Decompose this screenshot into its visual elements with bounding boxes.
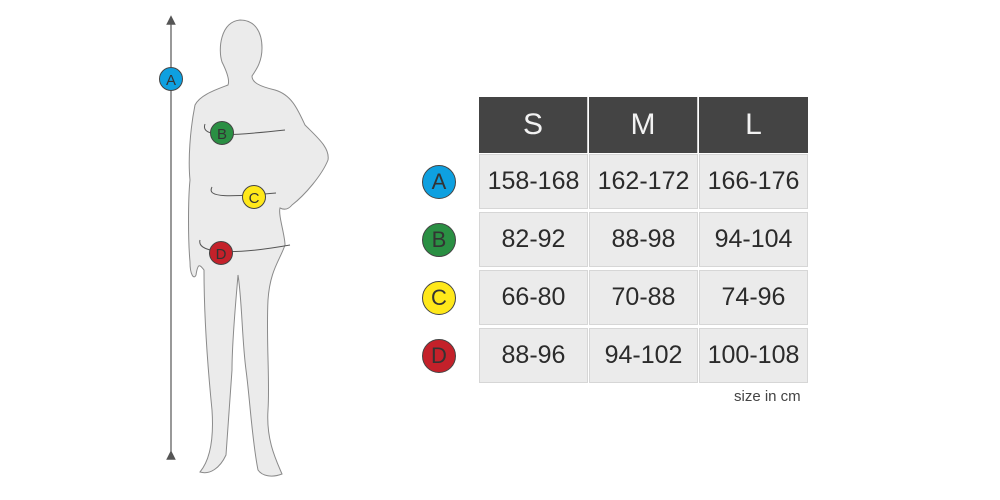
cell-a-l: 166-176 xyxy=(699,154,808,209)
cell-b-m: 88-98 xyxy=(589,212,698,267)
cell-b-s: 82-92 xyxy=(479,212,588,267)
unit-note: size in cm xyxy=(734,388,801,405)
marker-a: A xyxy=(159,67,183,91)
row-badge-d: D xyxy=(422,339,456,373)
marker-b-label: B xyxy=(217,126,227,143)
marker-d-label: D xyxy=(216,246,227,263)
cell-d-m: 94-102 xyxy=(589,328,698,383)
silhouette xyxy=(188,19,329,477)
marker-d: D xyxy=(209,241,233,265)
cell-a-s: 158-168 xyxy=(479,154,588,209)
cell-c-s: 66-80 xyxy=(479,270,588,325)
row-badge-b: B xyxy=(422,223,456,257)
cell-d-s: 88-96 xyxy=(479,328,588,383)
marker-b: B xyxy=(210,121,234,145)
cell-c-m: 70-88 xyxy=(589,270,698,325)
marker-c-label: C xyxy=(249,190,260,207)
row-badge-c: C xyxy=(422,281,456,315)
cell-c-l: 74-96 xyxy=(699,270,808,325)
cell-a-m: 162-172 xyxy=(589,154,698,209)
marker-a-label: A xyxy=(166,72,176,89)
header-size-m: M xyxy=(589,97,698,153)
cell-d-l: 100-108 xyxy=(699,328,808,383)
body-figure: A B C D xyxy=(159,15,329,477)
header-size-s: S xyxy=(479,97,588,153)
cell-b-l: 94-104 xyxy=(699,212,808,267)
header-size-l: L xyxy=(699,97,808,153)
row-badge-a: A xyxy=(422,165,456,199)
marker-c: C xyxy=(242,185,266,209)
